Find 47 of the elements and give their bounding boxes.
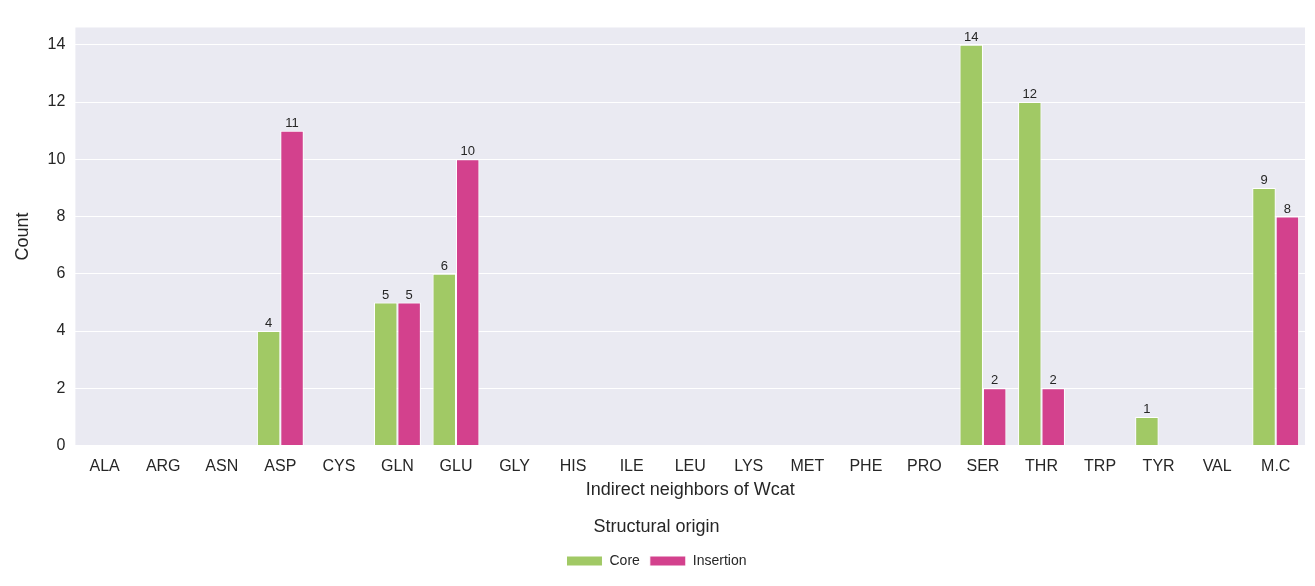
x-tick-label: TYR <box>1142 456 1175 474</box>
data-label: 14 <box>964 28 979 44</box>
data-label: 8 <box>1283 200 1292 216</box>
x-tick-label: ASN <box>205 456 239 474</box>
x-tick-label: PHE <box>849 456 883 474</box>
x-tick-label: GLU <box>439 456 473 474</box>
y-axis-title: Count <box>11 212 32 261</box>
y-tick-label: 4 <box>56 321 66 339</box>
x-tick-label: MET <box>790 456 825 474</box>
y-tick-label: 12 <box>47 92 66 110</box>
data-label: 12 <box>1022 86 1038 102</box>
data-label: 1 <box>1143 401 1151 417</box>
x-tick-label: LEU <box>674 456 706 474</box>
data-label: 4 <box>265 315 273 331</box>
x-tick-label: ALA <box>89 456 121 474</box>
data-label: 5 <box>405 286 413 302</box>
x-tick-label: CYS <box>322 456 356 474</box>
x-tick-label: ILE <box>619 456 644 474</box>
legend-label: Insertion <box>692 551 747 568</box>
x-tick-label: SER <box>966 456 1000 474</box>
x-tick-label: ARG <box>145 456 181 474</box>
data-label: 2 <box>1049 372 1057 388</box>
x-tick-label: M.C <box>1261 456 1291 474</box>
x-tick-label: GLN <box>380 456 414 474</box>
legend-title: Structural origin <box>593 516 720 537</box>
y-tick-label: 14 <box>47 35 66 53</box>
y-tick-label: 10 <box>47 149 66 167</box>
data-label: 11 <box>285 114 299 130</box>
data-label: 2 <box>991 372 999 388</box>
legend-label: Core <box>609 551 641 568</box>
x-axis-title: Indirect neighbors of Wcat <box>585 478 795 499</box>
x-tick-label: HIS <box>559 456 587 474</box>
y-tick-label: 8 <box>56 206 66 224</box>
x-tick-label: THR <box>1025 456 1058 474</box>
y-tick-label: 6 <box>56 264 66 282</box>
x-tick-label: GLY <box>499 456 531 474</box>
y-tick-label: 2 <box>56 378 66 396</box>
y-tick-label: 0 <box>56 436 66 454</box>
x-tick-label: VAL <box>1202 456 1232 474</box>
data-label: 5 <box>382 286 390 302</box>
data-label: 10 <box>460 143 475 159</box>
x-tick-label: LYS <box>734 456 764 474</box>
data-label: 9 <box>1260 172 1268 188</box>
x-tick-label: PRO <box>907 456 942 474</box>
x-tick-label: TRP <box>1084 456 1117 474</box>
data-label: 6 <box>440 257 448 273</box>
x-tick-label: ASP <box>264 456 297 474</box>
